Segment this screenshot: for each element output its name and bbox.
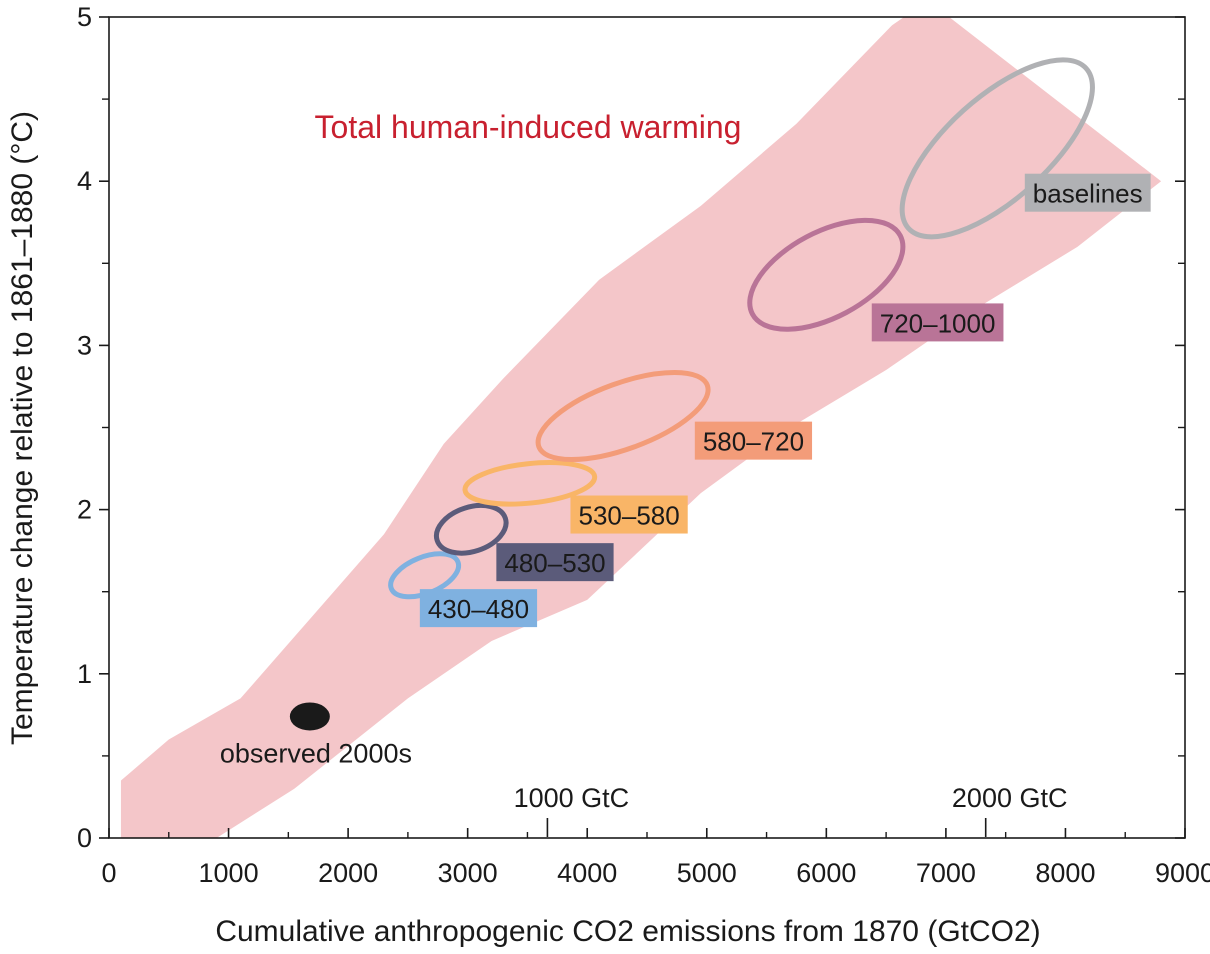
tag-baselines-text: baselines	[1033, 179, 1143, 209]
gtc-label-2000: 2000 GtC	[952, 783, 1068, 813]
y-tick-label: 5	[77, 2, 92, 32]
y-tick-label: 1	[77, 659, 92, 689]
x-tick-label: 3000	[438, 858, 498, 888]
tag-580-720-text: 580–720	[703, 427, 804, 457]
ellipse-480–530	[433, 502, 509, 556]
ellipse-580–720	[535, 369, 711, 463]
x-tick-label: 9000	[1155, 858, 1210, 888]
warming-band-layer	[120, 17, 1162, 838]
x-tick-label: 0	[101, 858, 116, 888]
scenario-tags: 430–480 480–530 530–580 580–720 720–1000…	[419, 173, 1151, 628]
tag-530-580-text: 530–580	[578, 501, 679, 531]
observed-layer: observed 2000s	[220, 702, 412, 768]
axis-ticks: 0 1000 2000 3000 4000 5000 6000 7000 8000 9000 0 1 2…	[77, 2, 1210, 888]
x-tick-label: 8000	[1035, 858, 1095, 888]
tag-580-720-bg	[694, 421, 813, 460]
x-axis-title: Cumulative anthropogenic CO2 emissions f…	[215, 915, 1040, 948]
x-tick-label: 7000	[916, 858, 976, 888]
tag-430-480-text: 430–480	[428, 594, 529, 624]
gtc-axis: 1000 GtC 2000 GtC	[514, 783, 1068, 837]
gtc-label-1000: 1000 GtC	[514, 783, 630, 813]
tag-480-530-text: 480–530	[504, 548, 605, 578]
y-tick-label: 2	[77, 495, 92, 525]
tag-baselines-bg	[1024, 173, 1151, 212]
tag-baselines: baselines	[1024, 173, 1151, 212]
tag-530-580-bg	[570, 495, 688, 534]
tag-720-1000-bg	[871, 303, 1004, 342]
y-tick-label: 4	[77, 166, 92, 196]
x-tick-label: 4000	[557, 858, 617, 888]
x-tick-label: 2000	[318, 858, 378, 888]
tag-430-480-bg	[419, 589, 538, 628]
ellipse-530–580	[462, 460, 598, 507]
x-tick-label: 6000	[796, 858, 856, 888]
x-tick-label: 1000	[199, 858, 259, 888]
tag-480-530-bg	[496, 543, 614, 582]
tag-530-580: 530–580	[570, 495, 688, 534]
tag-580-720: 580–720	[694, 421, 813, 460]
tag-720-1000: 720–1000	[871, 303, 1004, 342]
warming-band	[120, 17, 1162, 838]
tag-480-530: 480–530	[496, 543, 614, 582]
y-tick-label: 0	[77, 823, 92, 853]
tag-720-1000-text: 720–1000	[880, 308, 996, 338]
x-tick-label: 5000	[677, 858, 737, 888]
observed-2000s-label: observed 2000s	[220, 738, 412, 768]
tag-430-480: 430–480	[419, 589, 538, 628]
ellipse-720–1000	[747, 217, 906, 332]
chart-title: Total human-induced warming	[315, 109, 742, 145]
y-axis-title: Temperature change relative to 1861–1880…	[6, 111, 39, 745]
y-tick-label: 3	[77, 330, 92, 360]
observed-2000s-point	[289, 702, 330, 731]
